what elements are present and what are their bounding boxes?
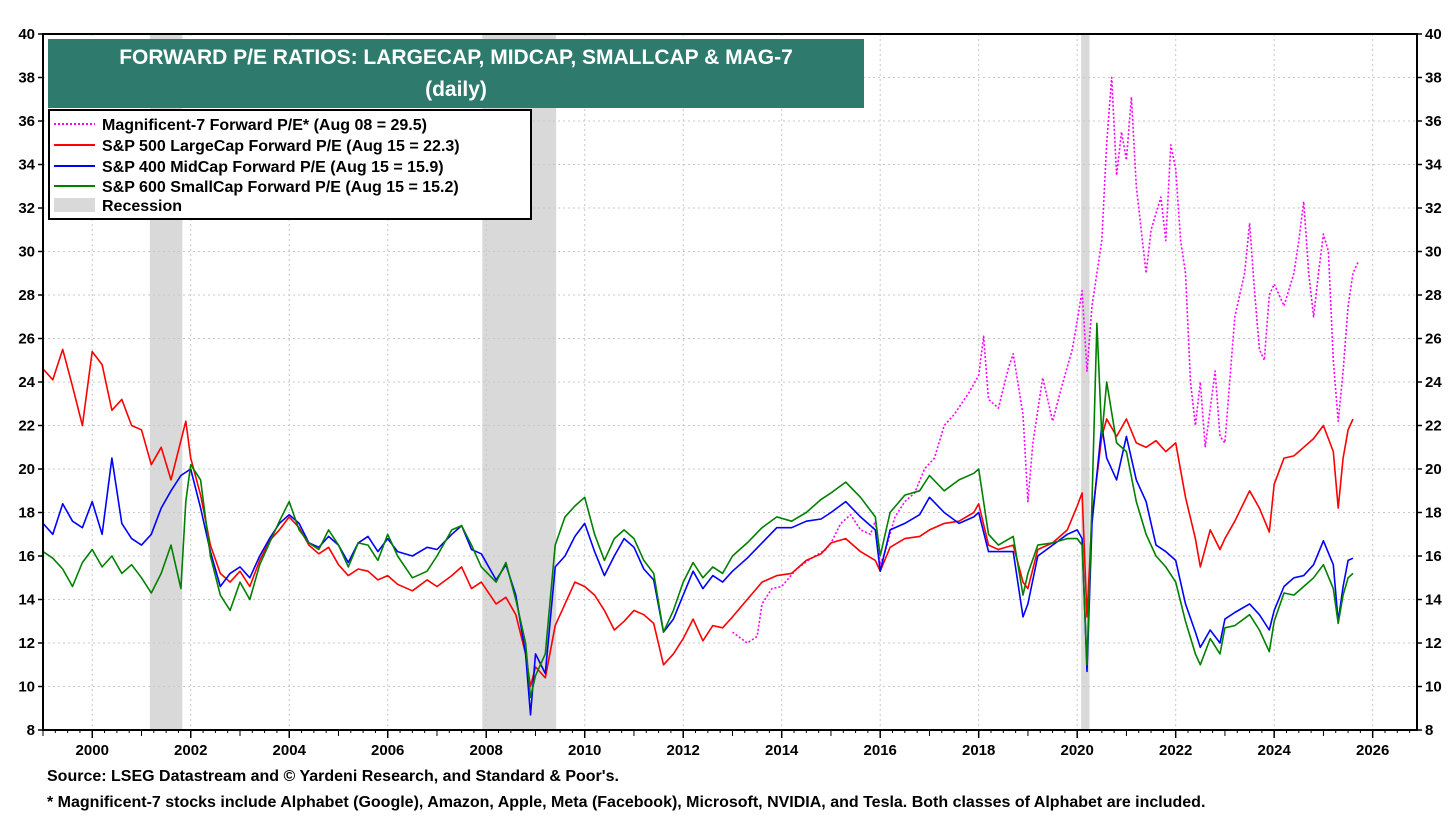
y-tick-label-left-20: 20 (18, 461, 35, 478)
legend-swatch-recession (54, 198, 95, 212)
x-tick-label-2014: 2014 (765, 742, 799, 759)
y-tick-label-right-12: 12 (1425, 635, 1442, 652)
y-tick-label-right-36: 36 (1425, 113, 1442, 130)
y-tick-label-right-38: 38 (1425, 70, 1442, 87)
x-tick-label-2006: 2006 (371, 742, 404, 759)
y-tick-label-right-16: 16 (1425, 548, 1442, 565)
legend-label-mag7: Magnificent-7 Forward P/E* (Aug 08 = 29.… (102, 117, 427, 134)
x-tick-label-2012: 2012 (667, 742, 700, 759)
y-tick-label-right-24: 24 (1425, 374, 1442, 391)
x-tick-label-2022: 2022 (1159, 742, 1192, 759)
legend-label-sp500: S&P 500 LargeCap Forward P/E (Aug 15 = 2… (102, 138, 460, 155)
legend-label-sp600: S&P 600 SmallCap Forward P/E (Aug 15 = 1… (102, 179, 459, 196)
x-tick-label-2002: 2002 (174, 742, 207, 759)
y-tick-label-right-10: 10 (1425, 679, 1442, 696)
y-tick-label-left-18: 18 (18, 505, 35, 522)
y-tick-label-right-26: 26 (1425, 331, 1442, 348)
y-tick-label-left-12: 12 (18, 635, 35, 652)
y-tick-label-left-30: 30 (18, 244, 35, 261)
y-tick-label-right-30: 30 (1425, 244, 1442, 261)
series-line-3 (42, 322, 1354, 699)
series-line-2 (42, 424, 1354, 716)
series-line-0 (732, 76, 1359, 644)
x-tick-label-2004: 2004 (273, 742, 307, 759)
y-tick-label-left-38: 38 (18, 70, 35, 87)
y-tick-label-left-8: 8 (27, 722, 35, 739)
y-tick-label-left-16: 16 (18, 548, 35, 565)
y-tick-label-left-26: 26 (18, 331, 35, 348)
y-tick-label-left-32: 32 (18, 200, 35, 217)
y-tick-label-right-14: 14 (1425, 592, 1442, 609)
legend: Magnificent-7 Forward P/E* (Aug 08 = 29.… (48, 109, 532, 220)
y-tick-label-right-34: 34 (1425, 157, 1442, 174)
x-tick-label-2000: 2000 (76, 742, 109, 759)
y-tick-label-left-28: 28 (18, 287, 35, 304)
y-tick-label-left-24: 24 (18, 374, 35, 391)
x-tick-label-2020: 2020 (1061, 742, 1094, 759)
y-tick-label-right-40: 40 (1425, 26, 1442, 43)
legend-label-sp400: S&P 400 MidCap Forward P/E (Aug 15 = 15.… (102, 159, 444, 176)
y-tick-label-left-22: 22 (18, 418, 35, 435)
x-tick-label-2010: 2010 (568, 742, 601, 759)
source-note: Source: LSEG Datastream and © Yardeni Re… (47, 768, 619, 785)
series-lines (42, 76, 1359, 716)
x-tick-label-2024: 2024 (1257, 742, 1291, 759)
x-tick-label-2008: 2008 (470, 742, 503, 759)
x-tick-label-2026: 2026 (1356, 742, 1389, 759)
x-tick-label-2016: 2016 (864, 742, 897, 759)
y-tick-label-right-28: 28 (1425, 287, 1442, 304)
y-tick-label-left-14: 14 (18, 592, 35, 609)
y-tick-label-left-36: 36 (18, 113, 35, 130)
chart-title: FORWARD P/E RATIOS: LARGECAP, MIDCAP, SM… (119, 46, 793, 69)
legend-box (48, 109, 532, 220)
y-tick-label-right-8: 8 (1425, 722, 1433, 739)
y-tick-label-left-34: 34 (18, 157, 35, 174)
chart-title-box: FORWARD P/E RATIOS: LARGECAP, MIDCAP, SM… (48, 39, 864, 108)
chart-subtitle: (daily) (425, 78, 487, 101)
y-tick-label-right-20: 20 (1425, 461, 1442, 478)
title-background (48, 39, 864, 108)
y-tick-label-right-32: 32 (1425, 200, 1442, 217)
series-line-1 (42, 348, 1354, 688)
y-tick-label-left-40: 40 (18, 26, 35, 43)
y-tick-label-right-18: 18 (1425, 505, 1442, 522)
recession-band-2 (1081, 34, 1090, 730)
mag7-footnote: * Magnificent-7 stocks include Alphabet … (47, 794, 1206, 811)
y-tick-label-left-10: 10 (18, 679, 35, 696)
legend-label-recession: Recession (102, 198, 182, 215)
gridlines (43, 34, 1417, 730)
x-tick-label-2018: 2018 (962, 742, 995, 759)
y-tick-label-right-22: 22 (1425, 418, 1442, 435)
